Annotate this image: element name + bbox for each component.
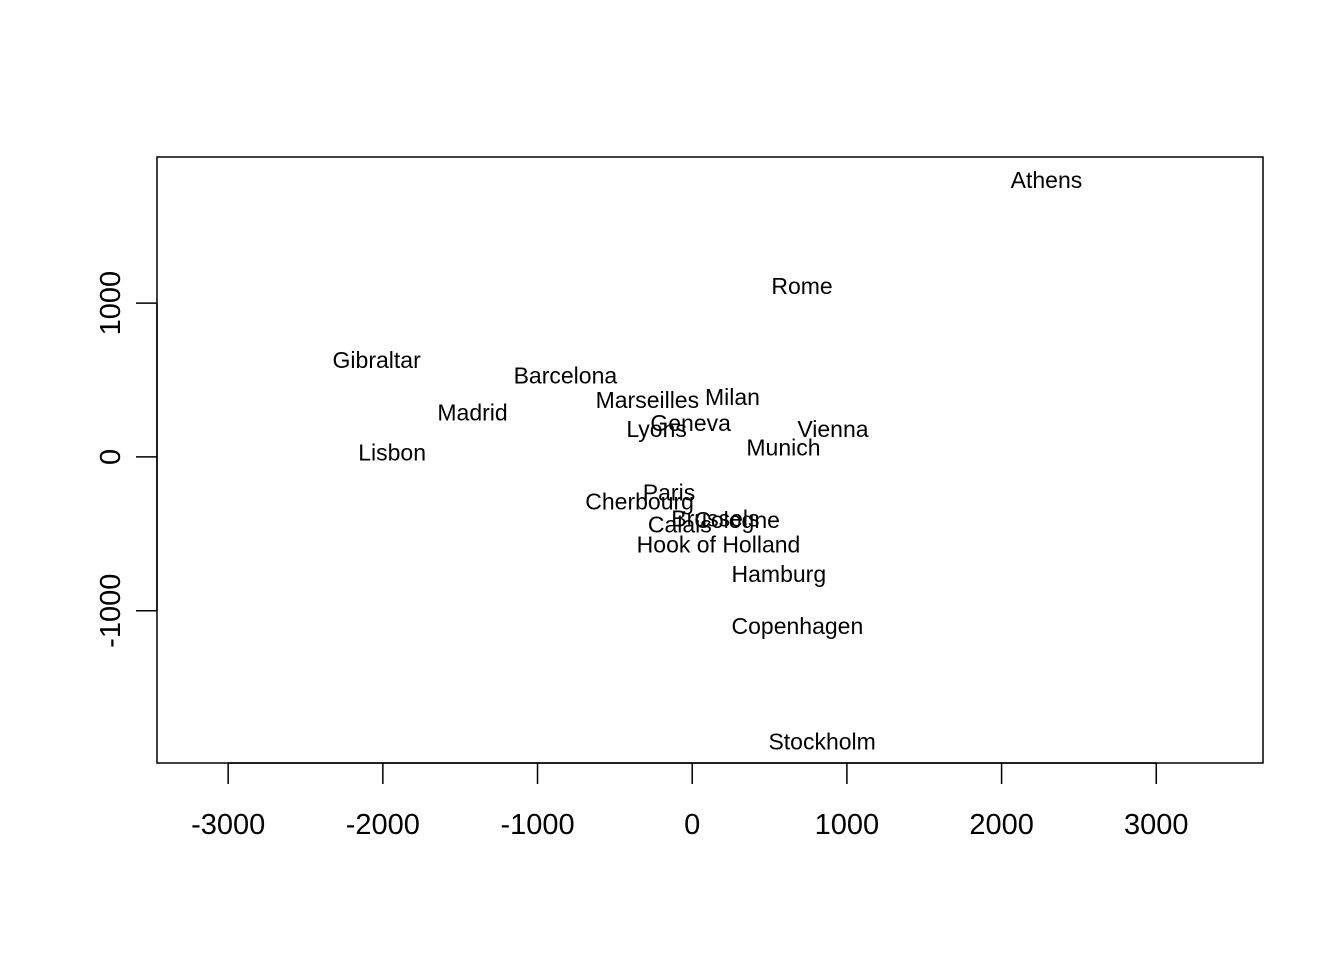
plot-frame [156,156,1264,764]
x-tick-label: 1000 [815,809,880,841]
point-label: Lyons [626,416,687,442]
point-label: Copenhagen [732,613,864,639]
point-label: Milan [705,384,760,410]
x-tick-label: 0 [684,809,700,841]
point-label: Paris [643,479,695,505]
x-tick-label: -3000 [191,809,265,841]
x-axis: -3000 -2000 -1000 0 1000 2000 3000 [191,762,1189,841]
point-label: Marseilles [596,387,700,413]
point-label: Calais [648,512,712,538]
y-tick-label: 0 [95,449,127,465]
point-label: Hamburg [732,561,827,587]
point-label: Stockholm [768,728,875,754]
point-label: Madrid [437,399,507,425]
point-label: Lisbon [358,439,426,465]
point-label: Geneva [650,410,731,436]
point-label: Cologne [694,507,780,533]
y-tick-label: 1000 [95,271,127,336]
point-label: Athens [1011,167,1083,193]
x-tick-label: 2000 [969,809,1034,841]
point-label: Cherbourg [585,489,694,515]
x-tick-label: -2000 [346,809,420,841]
point-label: Munich [746,435,820,461]
point-label: Gibraltar [333,347,422,373]
point-label: Hook of Holland [637,532,801,558]
x-tick-label: -1000 [500,809,574,841]
point-label: Rome [771,273,832,299]
point-label: Vienna [797,416,868,442]
y-tick-label: -1000 [95,574,127,648]
point-label: Brussels [671,505,759,531]
point-label: Barcelona [514,362,618,388]
y-axis: -1000 0 1000 [95,271,158,648]
x-tick-label: 3000 [1124,809,1189,841]
